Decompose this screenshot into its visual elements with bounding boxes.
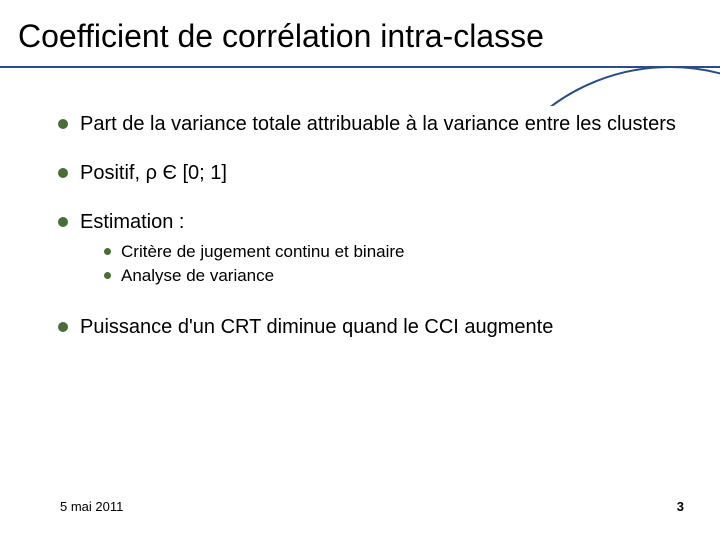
list-item: Puissance d'un CRT diminue quand le CCI … <box>58 315 678 340</box>
bullet-icon <box>58 217 68 227</box>
list-item-text: Part de la variance totale attribuable à… <box>80 112 676 137</box>
sub-list-item: Critère de jugement continu et binaire <box>104 241 678 263</box>
divider-line <box>0 66 720 68</box>
slide-container: Coefficient de corrélation intra-classe … <box>0 0 720 540</box>
list-item: Part de la variance totale attribuable à… <box>58 112 678 137</box>
bullet-icon <box>58 119 68 129</box>
sub-list-item: Analyse de variance <box>104 265 678 287</box>
bullet-icon <box>58 322 68 332</box>
page-number: 3 <box>677 499 684 514</box>
list-item-text: Puissance d'un CRT diminue quand le CCI … <box>80 315 553 340</box>
title-divider <box>0 66 720 104</box>
bullet-icon <box>104 248 111 255</box>
list-item: Positif, ρ Є [0; 1] <box>58 161 678 186</box>
list-item-text: Positif, ρ Є [0; 1] <box>80 161 227 186</box>
sub-list: Critère de jugement continu et binaire A… <box>104 241 678 287</box>
sub-list-item-text: Critère de jugement continu et binaire <box>121 241 405 263</box>
bullet-icon <box>104 272 111 279</box>
list-item: Estimation : <box>58 210 678 235</box>
slide-title: Coefficient de corrélation intra-classe <box>18 18 544 55</box>
footer-date: 5 mai 2011 <box>60 499 123 514</box>
list-item-text: Estimation : <box>80 210 184 235</box>
content-area: Part de la variance totale attribuable à… <box>58 112 678 364</box>
bullet-icon <box>58 168 68 178</box>
sub-list-item-text: Analyse de variance <box>121 265 274 287</box>
